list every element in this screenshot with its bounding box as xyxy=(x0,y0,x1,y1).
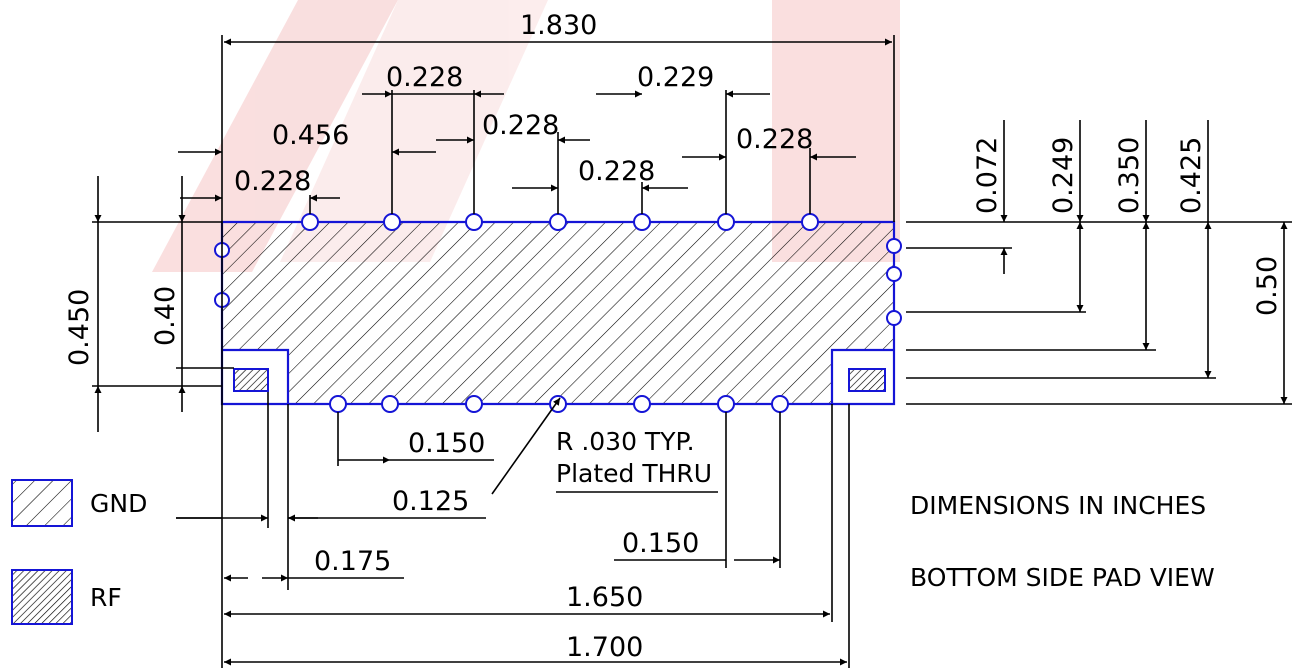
legend: GND RF xyxy=(11,479,147,625)
radius-note-line2: Plated THRU xyxy=(556,459,712,488)
dim-overall-width: 1.830 xyxy=(520,10,597,41)
dim-pitch-top-1: 0.228 xyxy=(386,62,463,93)
dim-bottom-1700: 1.700 xyxy=(566,632,643,663)
dim-pitch-mid-1: 0.228 xyxy=(482,110,559,141)
extension-lines xyxy=(92,35,1292,668)
watermark-logo xyxy=(152,0,900,272)
dim-right-249: 0.249 xyxy=(1048,137,1079,214)
dim-pitch-low-228: 0.228 xyxy=(578,156,655,187)
rf-pad-right xyxy=(848,368,886,392)
dim-bottom-175: 0.175 xyxy=(314,546,391,577)
legend-rf-label: RF xyxy=(90,583,122,612)
dim-pitch-left-456: 0.456 xyxy=(272,120,349,151)
dim-right-050: 0.50 xyxy=(1252,256,1283,316)
legend-gnd-label: GND xyxy=(90,489,147,518)
legend-gnd-swatch xyxy=(11,479,73,527)
radius-note-line1: R .030 TYP. xyxy=(556,427,695,456)
view-note: BOTTOM SIDE PAD VIEW xyxy=(910,563,1215,592)
dim-bottom-150-right: 0.150 xyxy=(622,528,699,559)
dimension-labels: 1.830 0.228 0.229 0.228 0.456 0.228 0.22… xyxy=(64,10,1283,663)
dim-right-425: 0.425 xyxy=(1176,137,1207,214)
legend-rf-swatch xyxy=(11,569,73,625)
dim-bottom-125: 0.125 xyxy=(392,486,469,517)
dim-pitch-mid-2: 0.228 xyxy=(736,124,813,155)
dim-bottom-1650: 1.650 xyxy=(566,582,643,613)
dim-bottom-150-left: 0.150 xyxy=(408,428,485,459)
dim-pitch-top-2: 0.229 xyxy=(637,62,714,93)
dim-pitch-left-228: 0.228 xyxy=(234,166,311,197)
dim-right-350: 0.350 xyxy=(1114,137,1145,214)
gnd-pad xyxy=(214,213,902,413)
dimension-lines xyxy=(94,38,1288,666)
dim-left-040: 0.40 xyxy=(150,286,181,346)
notes: R .030 TYP. Plated THRU DIMENSIONS IN IN… xyxy=(556,427,1215,592)
dim-right-072: 0.072 xyxy=(972,137,1003,214)
units-note: DIMENSIONS IN INCHES xyxy=(910,491,1206,520)
rf-pad-left xyxy=(233,368,269,392)
dim-left-450: 0.450 xyxy=(64,289,95,366)
